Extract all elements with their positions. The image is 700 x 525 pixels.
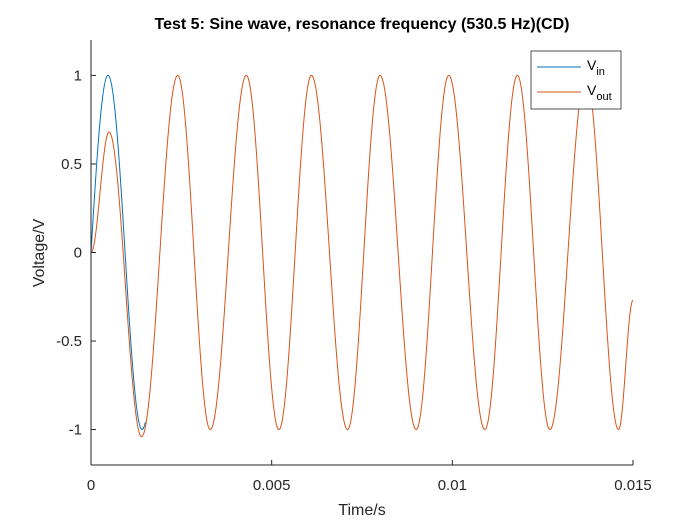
x-tick-label: 0.005 [253,477,291,494]
x-tick-label: 0.01 [438,477,467,494]
legend-entry-name: V [587,82,597,98]
x-tick-label: 0.015 [614,477,652,494]
series-line-vin [90,74,146,431]
y-tick-label: 0.5 [61,156,82,173]
legend-entry-subscript: in [596,66,605,78]
y-tick-label: -0.5 [56,333,82,350]
series-line-vout [90,74,634,438]
legend-entry-subscript: out [596,91,611,103]
x-tick-label: 0 [87,477,95,494]
x-axis-label: Time/s [338,502,385,519]
y-tick-label: -1 [69,422,82,439]
y-axis-label: Voltage/V [31,218,48,287]
chart-title: Test 5: Sine wave, resonance frequency (… [155,16,570,33]
legend-entry-vin: Vin [587,57,605,78]
plot-background [91,40,633,465]
y-tick-label: 1 [74,67,82,84]
y-tick-label: 0 [74,245,82,262]
legend-entry-name: V [587,57,597,73]
legend-box [530,50,622,110]
plot-area: 0 0.005 0.01 0.015 -1 -0.5 0 0.5 1 [56,40,652,494]
legend-entry-vout: Vout [587,82,612,103]
